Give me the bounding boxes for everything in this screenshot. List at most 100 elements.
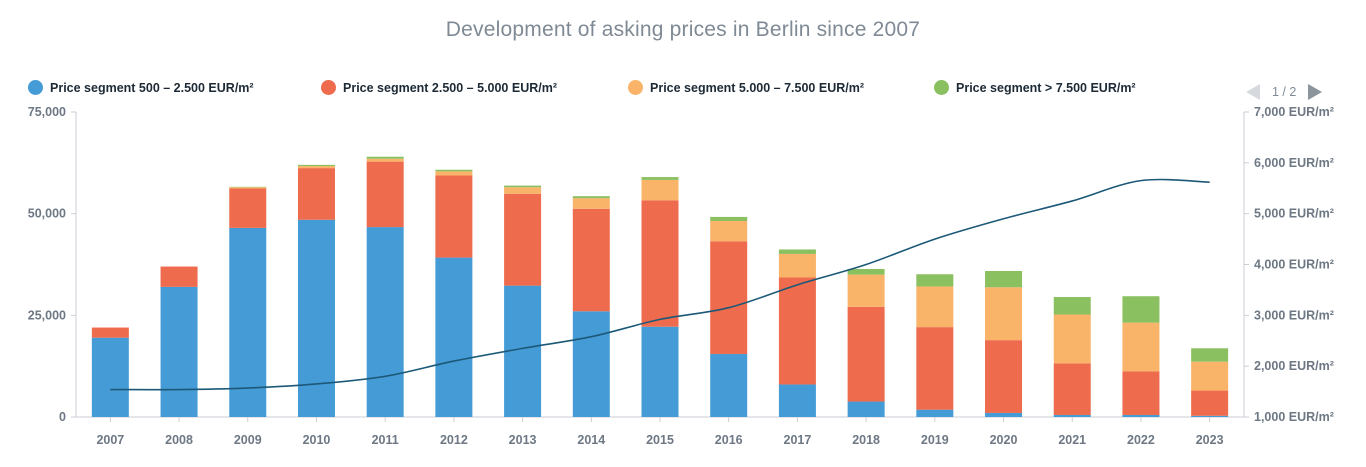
bar-2018-segment-1 — [847, 401, 885, 417]
bar-2015-segment-2 — [641, 200, 679, 327]
bar-2022-segment-2 — [1122, 371, 1160, 415]
legend-dot-icon — [321, 80, 336, 95]
x-tick-label: 2021 — [1058, 433, 1086, 447]
bar-2015-segment-1 — [641, 326, 679, 417]
bar-2016-segment-3 — [710, 220, 748, 242]
chart-title: Development of asking prices in Berlin s… — [445, 18, 921, 41]
y-right-tick-label: 5,000 EUR/m² — [1254, 207, 1334, 221]
legend-label: Price segment > 7.500 EUR/m² — [956, 80, 1136, 95]
bar-2017-segment-3 — [778, 253, 816, 278]
x-tick-label: 2013 — [509, 433, 537, 447]
triangle-left-icon[interactable] — [1246, 84, 1260, 100]
bar-2010-segment-4 — [297, 164, 335, 167]
bar-2021-segment-3 — [1053, 314, 1091, 364]
bar-2019-segment-4 — [916, 274, 954, 287]
legend-dot-icon — [28, 80, 43, 95]
bar-2019-segment-3 — [916, 286, 954, 328]
y-right-tick-label: 2,000 EUR/m² — [1254, 359, 1334, 373]
average-price-line — [110, 178, 1210, 391]
bar-2018-segment-2 — [847, 306, 885, 402]
x-tick-label: 2011 — [372, 433, 399, 447]
y-right-tick-label: 3,000 EUR/m² — [1254, 308, 1334, 322]
triangle-right-icon[interactable] — [1308, 84, 1323, 100]
bar-2013-segment-3 — [504, 187, 542, 194]
bar-2021-segment-4 — [1053, 297, 1091, 315]
y-left-tick-label: 0 — [59, 410, 66, 424]
bar-2015-segment-4 — [641, 177, 679, 180]
bar-2023-segment-1 — [1191, 415, 1229, 417]
x-tick-label: 2008 — [165, 433, 193, 447]
bar-2011-segment-3 — [366, 158, 404, 162]
bar-2013-segment-4 — [504, 185, 542, 188]
bar-2020-segment-2 — [985, 340, 1023, 413]
bar-2022-segment-3 — [1122, 322, 1160, 372]
bar-2011-segment-1 — [366, 227, 404, 417]
legend-item-segment-4[interactable]: Price segment > 7.500 EUR/m² — [934, 80, 1136, 95]
legend-dot-icon — [934, 80, 949, 95]
bar-2009-segment-3 — [229, 187, 267, 189]
bar-2014-segment-4 — [572, 196, 610, 199]
bar-2014-segment-2 — [572, 208, 610, 312]
legend-label: Price segment 5.000 – 7.500 EUR/m² — [650, 80, 865, 95]
bar-2007-segment-2 — [91, 327, 129, 338]
bar-2013-segment-2 — [504, 193, 542, 286]
x-tick-label: 2018 — [852, 433, 880, 447]
y-right-tick-label: 7,000 EUR/m² — [1254, 105, 1334, 119]
bar-2010-segment-1 — [297, 219, 335, 417]
bar-2011-segment-4 — [366, 156, 404, 159]
bar-2021-segment-2 — [1053, 363, 1091, 415]
x-tick-label: 2007 — [96, 433, 124, 447]
x-tick-label: 2012 — [440, 433, 468, 447]
y-left-tick-label: 25,000 — [28, 308, 66, 322]
x-tick-label: 2015 — [646, 433, 674, 447]
bar-2016-segment-1 — [710, 353, 748, 417]
bar-2018-segment-4 — [847, 268, 885, 275]
bar-2020-segment-4 — [985, 271, 1023, 288]
bar-2020-segment-1 — [985, 412, 1023, 417]
x-tick-label: 2017 — [784, 433, 812, 447]
y-left-tick-label: 75,000 — [28, 105, 66, 119]
bar-2009-segment-2 — [229, 188, 267, 228]
legend-dot-icon — [628, 80, 643, 95]
bar-2020-segment-3 — [985, 287, 1023, 341]
bar-2007-segment-1 — [91, 337, 129, 417]
bar-2009-segment-1 — [229, 227, 267, 417]
x-tick-label: 2009 — [234, 433, 262, 447]
bar-2011-segment-2 — [366, 161, 404, 228]
bar-2017-segment-2 — [778, 277, 816, 385]
bar-2022-segment-4 — [1122, 296, 1160, 323]
legend-item-segment-3[interactable]: Price segment 5.000 – 7.500 EUR/m² — [628, 80, 864, 95]
bar-2015-segment-3 — [641, 179, 679, 201]
bar-2008-segment-2 — [160, 266, 198, 287]
bar-2019-segment-1 — [916, 409, 954, 417]
bar-2010-segment-3 — [297, 166, 335, 169]
y-right-tick-label: 6,000 EUR/m² — [1254, 156, 1334, 170]
bar-2018-segment-3 — [847, 274, 885, 307]
bar-2019-segment-2 — [916, 327, 954, 410]
bar-2017-segment-4 — [778, 249, 816, 254]
legend: Price segment 500 – 2.500 EUR/m² Price s… — [28, 80, 1208, 104]
pager-text: 1 / 2 — [1272, 85, 1297, 99]
y-right-tick-label: 4,000 EUR/m² — [1254, 258, 1334, 272]
legend-item-segment-2[interactable]: Price segment 2.500 – 5.000 EUR/m² — [321, 80, 557, 95]
x-tick-label: 2014 — [577, 433, 605, 447]
bar-2022-segment-1 — [1122, 414, 1160, 417]
bar-2016-segment-4 — [710, 216, 748, 221]
x-tick-label: 2019 — [921, 433, 949, 447]
x-tick-label: 2023 — [1196, 433, 1224, 447]
x-tick-label: 2020 — [990, 433, 1018, 447]
x-tick-label: 2016 — [715, 433, 743, 447]
x-tick-label: 2010 — [303, 433, 331, 447]
bar-2010-segment-2 — [297, 168, 335, 220]
legend-label: Price segment 2.500 – 5.000 EUR/m² — [343, 80, 558, 95]
y-left-tick-label: 50,000 — [28, 207, 66, 221]
bar-2021-segment-1 — [1053, 414, 1091, 417]
legend-item-segment-1[interactable]: Price segment 500 – 2.500 EUR/m² — [28, 80, 254, 95]
bar-2008-segment-1 — [160, 286, 198, 417]
bar-2023-segment-2 — [1191, 390, 1229, 416]
bar-2012-segment-2 — [435, 175, 473, 258]
bar-2012-segment-4 — [435, 169, 473, 172]
bar-2014-segment-3 — [572, 198, 610, 209]
bar-2012-segment-1 — [435, 257, 473, 417]
